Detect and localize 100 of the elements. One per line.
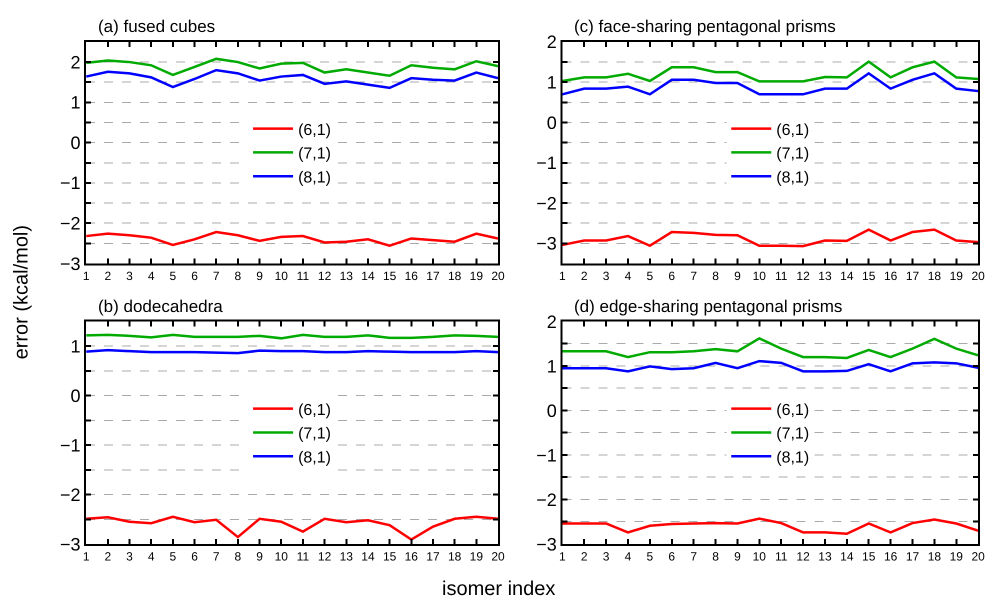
chart-title: (a) fused cubes [98,17,216,36]
legend-label: (8,1) [776,449,810,466]
line-series [562,60,978,83]
x-tick-label: 15 [382,549,397,564]
x-tick-label: 11 [774,549,788,564]
line-series [562,517,978,536]
x-tick-label: 9 [256,549,264,564]
x-tick-label: 17 [906,549,920,564]
x-tick-label: 16 [884,549,898,564]
legend-label: (7,1) [776,426,810,443]
x-tick-label: 12 [318,268,332,283]
line-series [86,58,498,78]
x-tick-label: 3 [126,549,134,564]
x-tick-label: 12 [318,549,332,564]
x-tick-label: 11 [774,268,788,283]
x-tick-label: 19 [950,268,964,283]
y-tick-label: 1 [70,336,81,357]
x-tick-label: 6 [191,268,198,283]
y-tick-label: −3 [536,534,557,554]
x-tick-label: 8 [234,549,242,564]
legend-label: (8,1) [776,169,810,186]
x-tick-label: 8 [234,268,242,283]
y-tick-label: 0 [70,386,81,406]
legend-label: (7,1) [298,146,331,163]
line-series [86,516,498,541]
x-tick-label: 8 [712,549,720,564]
y-tick-label: −1 [536,445,557,466]
x-tick-label: 2 [580,268,588,283]
chart-title: (b) dodecahedra [98,297,224,316]
x-tick-label: 16 [404,268,418,283]
x-tick-label: 18 [928,268,942,283]
chart-title: (d) edge-sharing pentagonal prisms [574,297,842,316]
y-tick-label: 1 [546,72,557,93]
line-series [86,68,498,90]
x-tick-label: 14 [361,549,375,564]
y-axis-title: error (kcal/mol) [10,224,32,360]
y-tick-label: −1 [60,435,81,456]
x-tick-label: 1 [559,549,566,564]
x-tick-label: 15 [382,268,397,283]
y-tick-label: 1 [546,356,557,376]
chart-title: (c) face-sharing pentagonal prisms [574,17,836,36]
x-tick-label: 5 [646,549,654,564]
legend-label: (8,1) [298,449,331,466]
x-tick-label: 7 [212,549,220,564]
x-tick-label: 7 [212,268,220,283]
legend-label: (6,1) [776,122,810,139]
y-tick-label: −3 [60,254,81,274]
x-tick-label: 15 [862,549,876,564]
x-tick-label: 6 [191,549,198,564]
x-tick-label: 4 [624,268,632,283]
x-tick-label: 15 [862,268,876,283]
x-tick-label: 4 [624,549,632,564]
x-tick-label: 16 [404,549,418,564]
x-tick-label: 13 [818,268,832,283]
x-tick-label: 10 [752,268,766,283]
x-tick-label: 5 [646,268,654,283]
x-tick-label: 5 [170,268,177,283]
x-tick-label: 14 [840,549,854,564]
line-series [562,360,978,373]
x-tick-label: 2 [104,549,112,564]
x-tick-label: 3 [126,268,134,283]
x-tick-label: 16 [884,268,898,283]
x-tick-label: 17 [426,549,440,564]
x-tick-label: 18 [448,268,462,283]
y-tick-label: −2 [536,490,557,510]
legend-label: (8,1) [298,169,331,186]
x-tick-label: 20 [491,268,505,283]
x-tick-label: 1 [82,268,90,283]
y-tick-label: 0 [546,112,557,133]
x-tick-label: 7 [690,549,698,564]
y-tick-label: −2 [536,193,557,214]
legend-label: (6,1) [776,402,810,419]
x-tick-label: 9 [734,268,742,283]
legend-label: (7,1) [298,426,331,443]
x-tick-label: 9 [256,268,264,283]
x-tick-label: 10 [752,549,766,564]
x-tick-label: 1 [559,268,566,283]
y-tick-label: 2 [70,52,81,72]
x-tick-label: 6 [668,549,676,564]
x-tick-label: 13 [340,549,354,564]
y-tick-label: 0 [546,400,557,421]
x-tick-label: 2 [104,268,112,283]
y-tick-label: 2 [546,312,557,332]
x-tick-label: 18 [928,549,942,564]
legend-label: (7,1) [776,146,810,163]
y-tick-label: 1 [70,92,81,113]
x-tick-label: 19 [470,268,484,283]
x-tick-label: 12 [796,549,810,564]
y-tick-label: −2 [60,484,81,505]
y-tick-label: −3 [536,234,557,254]
legend-label: (6,1) [298,122,331,139]
x-tick-label: 13 [340,268,354,283]
y-tick-label: 0 [70,132,81,153]
line-series [562,228,978,248]
x-tick-label: 4 [148,268,155,283]
y-tick-label: −3 [60,534,81,554]
x-tick-label: 20 [971,549,986,564]
x-tick-label: 7 [690,268,698,283]
x-tick-label: 20 [971,268,986,283]
x-tick-label: 14 [361,268,375,283]
